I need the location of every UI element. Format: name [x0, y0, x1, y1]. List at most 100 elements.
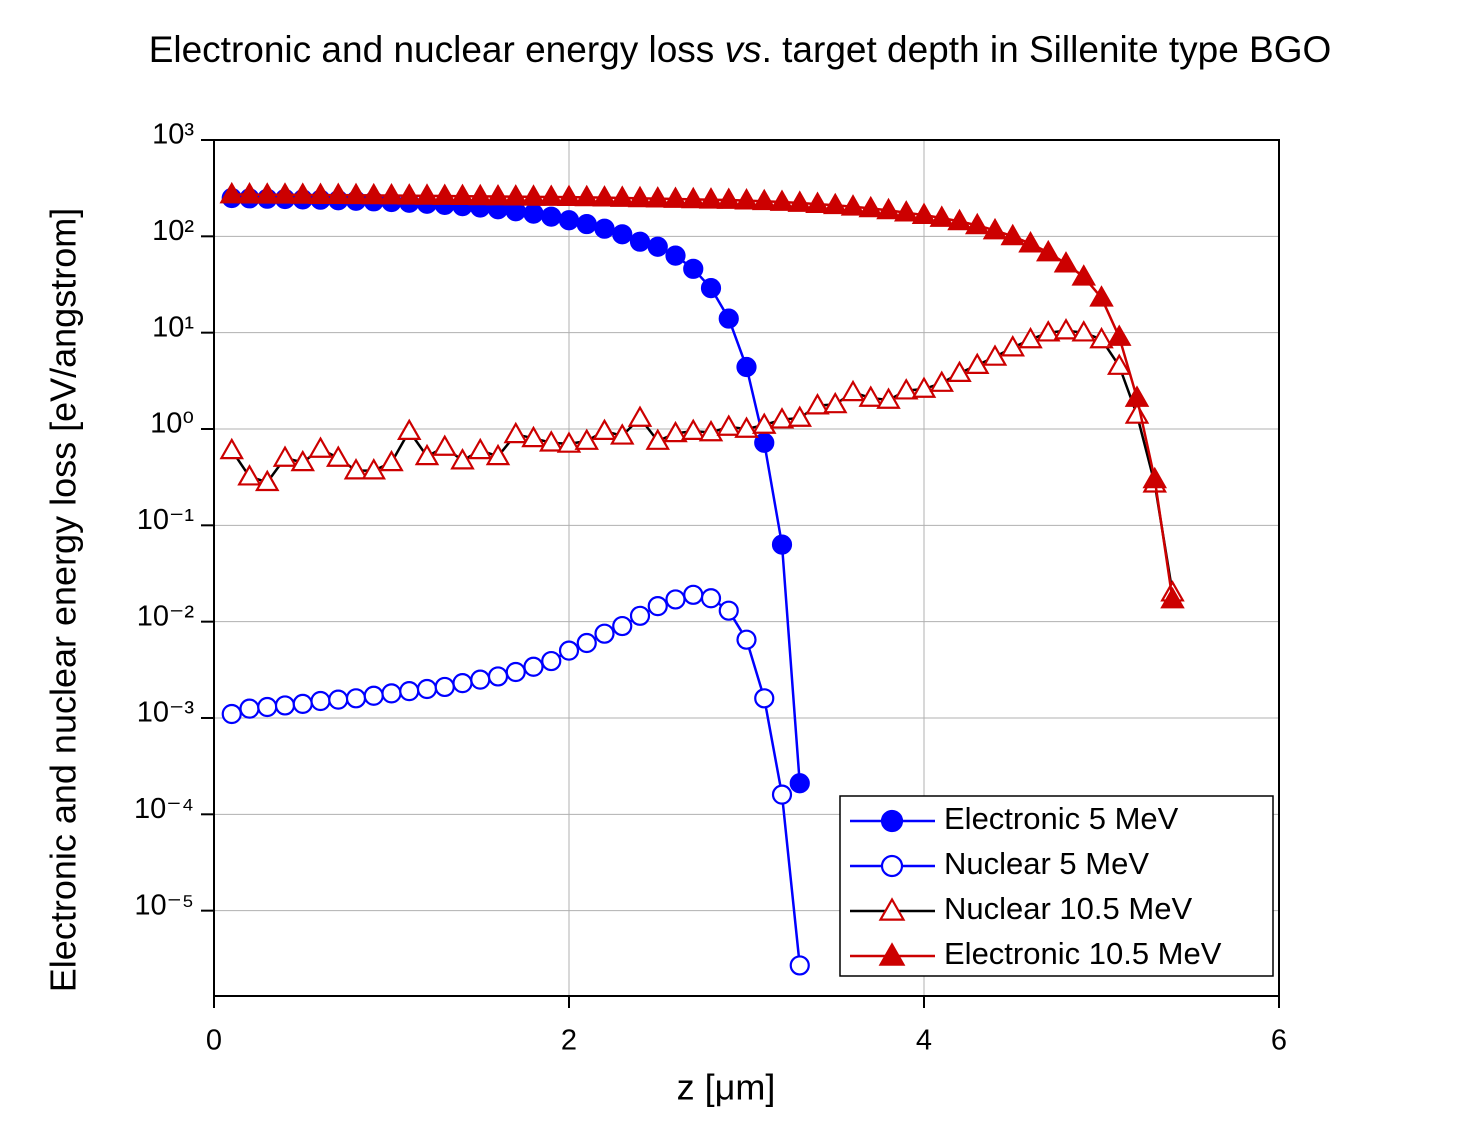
marker [592, 418, 617, 441]
x-tick-label: 4 [916, 1025, 932, 1057]
marker [326, 445, 351, 467]
marker [716, 414, 741, 436]
legend-label: Electronic 10.5 MeV [944, 936, 1222, 971]
marker [982, 217, 1008, 240]
marker [647, 596, 668, 617]
marker [523, 656, 544, 677]
marker [432, 183, 457, 205]
marker [468, 437, 493, 460]
marker [343, 182, 369, 205]
marker [556, 184, 582, 207]
marker [521, 184, 546, 206]
marker [769, 189, 795, 211]
title-part: vs [725, 29, 762, 70]
marker [237, 182, 262, 204]
marker [878, 942, 906, 966]
marker [718, 308, 739, 329]
marker [308, 436, 333, 458]
marker [345, 688, 367, 709]
marker [752, 412, 777, 434]
y-tick-label: 10² [152, 215, 194, 247]
marker [627, 185, 653, 208]
legend-label: Electronic 5 MeV [944, 801, 1179, 836]
marker [592, 185, 617, 207]
marker [274, 695, 296, 716]
plot-frame [213, 139, 1280, 997]
marker [343, 458, 369, 480]
marker [627, 405, 653, 427]
marker [255, 469, 280, 492]
marker [683, 584, 704, 605]
marker [698, 187, 724, 209]
marker [629, 605, 651, 626]
marker [1036, 320, 1061, 342]
marker [310, 690, 331, 712]
marker [594, 218, 615, 239]
marker [878, 897, 906, 921]
x-tick-label: 2 [561, 1025, 577, 1057]
marker [576, 632, 597, 654]
marker [361, 182, 386, 205]
marker [1089, 285, 1114, 307]
marker [787, 190, 812, 212]
marker [308, 182, 333, 204]
marker [805, 191, 830, 213]
marker [947, 208, 972, 231]
marker [700, 278, 722, 299]
marker [1107, 324, 1132, 346]
legend-label: Nuclear 5 MeV [944, 846, 1149, 881]
marker [736, 629, 757, 650]
marker [823, 391, 848, 414]
legend-label: Nuclear 10.5 MeV [944, 891, 1192, 926]
marker [683, 258, 704, 279]
marker [894, 200, 919, 222]
marker [539, 430, 564, 452]
marker [468, 183, 493, 206]
marker [521, 425, 546, 448]
y-tick-label: 10⁰ [150, 408, 194, 440]
marker [1053, 251, 1079, 273]
marker [947, 360, 972, 383]
marker [399, 681, 420, 702]
x-tick-label: 6 [1271, 1025, 1287, 1057]
marker [328, 689, 349, 710]
y-tick-label: 10³ [152, 119, 194, 151]
marker [539, 184, 564, 206]
marker [754, 688, 775, 709]
y-tick-label: 10⁻¹ [137, 504, 195, 536]
series [219, 181, 1185, 609]
series-line [231, 193, 1174, 600]
marker [414, 443, 440, 466]
y-tick-label: 10⁻⁵ [134, 889, 194, 921]
marker [880, 854, 904, 878]
marker [610, 423, 635, 445]
marker [1018, 231, 1043, 253]
marker [450, 448, 475, 470]
series-line [231, 593, 801, 966]
marker [326, 182, 351, 204]
marker [612, 224, 633, 245]
marker [1071, 320, 1096, 342]
marker [239, 698, 260, 719]
marker [219, 437, 244, 460]
marker [1142, 466, 1167, 489]
marker [576, 213, 597, 235]
legend: Electronic 5 MeV Nuclear 5 MeV Nuclear 10.… [839, 795, 1274, 977]
marker [434, 676, 455, 698]
marker [503, 184, 528, 206]
marker [290, 449, 315, 472]
marker [736, 356, 757, 378]
marker [734, 188, 759, 210]
marker [541, 650, 562, 672]
chart-title: Electronic and nuclear energy loss vs. t… [149, 29, 1332, 70]
marker [789, 955, 810, 976]
y-axis-title: Electronic and nuclear energy loss [eV/a… [43, 208, 84, 992]
marker [840, 194, 866, 216]
marker [929, 205, 954, 227]
marker [1053, 318, 1079, 340]
marker [272, 445, 298, 467]
marker [734, 416, 759, 438]
marker [1018, 326, 1043, 349]
marker [665, 245, 686, 266]
